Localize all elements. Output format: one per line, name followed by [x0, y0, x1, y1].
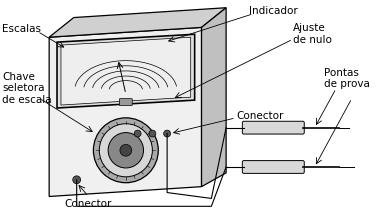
Circle shape — [164, 130, 171, 137]
Circle shape — [149, 130, 156, 137]
Circle shape — [120, 144, 132, 156]
Circle shape — [93, 118, 158, 183]
Text: Ajuste
de nulo: Ajuste de nulo — [293, 24, 332, 45]
FancyBboxPatch shape — [242, 121, 304, 134]
Polygon shape — [49, 27, 201, 197]
Text: Indicador: Indicador — [249, 6, 298, 16]
Circle shape — [99, 124, 152, 177]
Polygon shape — [57, 34, 195, 108]
Circle shape — [108, 133, 144, 168]
FancyBboxPatch shape — [242, 160, 304, 173]
Circle shape — [134, 130, 141, 137]
Circle shape — [73, 176, 81, 184]
FancyBboxPatch shape — [119, 99, 132, 106]
Polygon shape — [49, 8, 226, 37]
Polygon shape — [201, 8, 226, 187]
Text: Chave
seletora
de escala: Chave seletora de escala — [2, 72, 52, 105]
Polygon shape — [61, 37, 191, 105]
Text: Pontas
de prova: Pontas de prova — [325, 68, 370, 89]
Text: Conector: Conector — [236, 111, 283, 121]
Text: Conector: Conector — [65, 199, 112, 209]
Text: Escalas: Escalas — [2, 24, 41, 34]
